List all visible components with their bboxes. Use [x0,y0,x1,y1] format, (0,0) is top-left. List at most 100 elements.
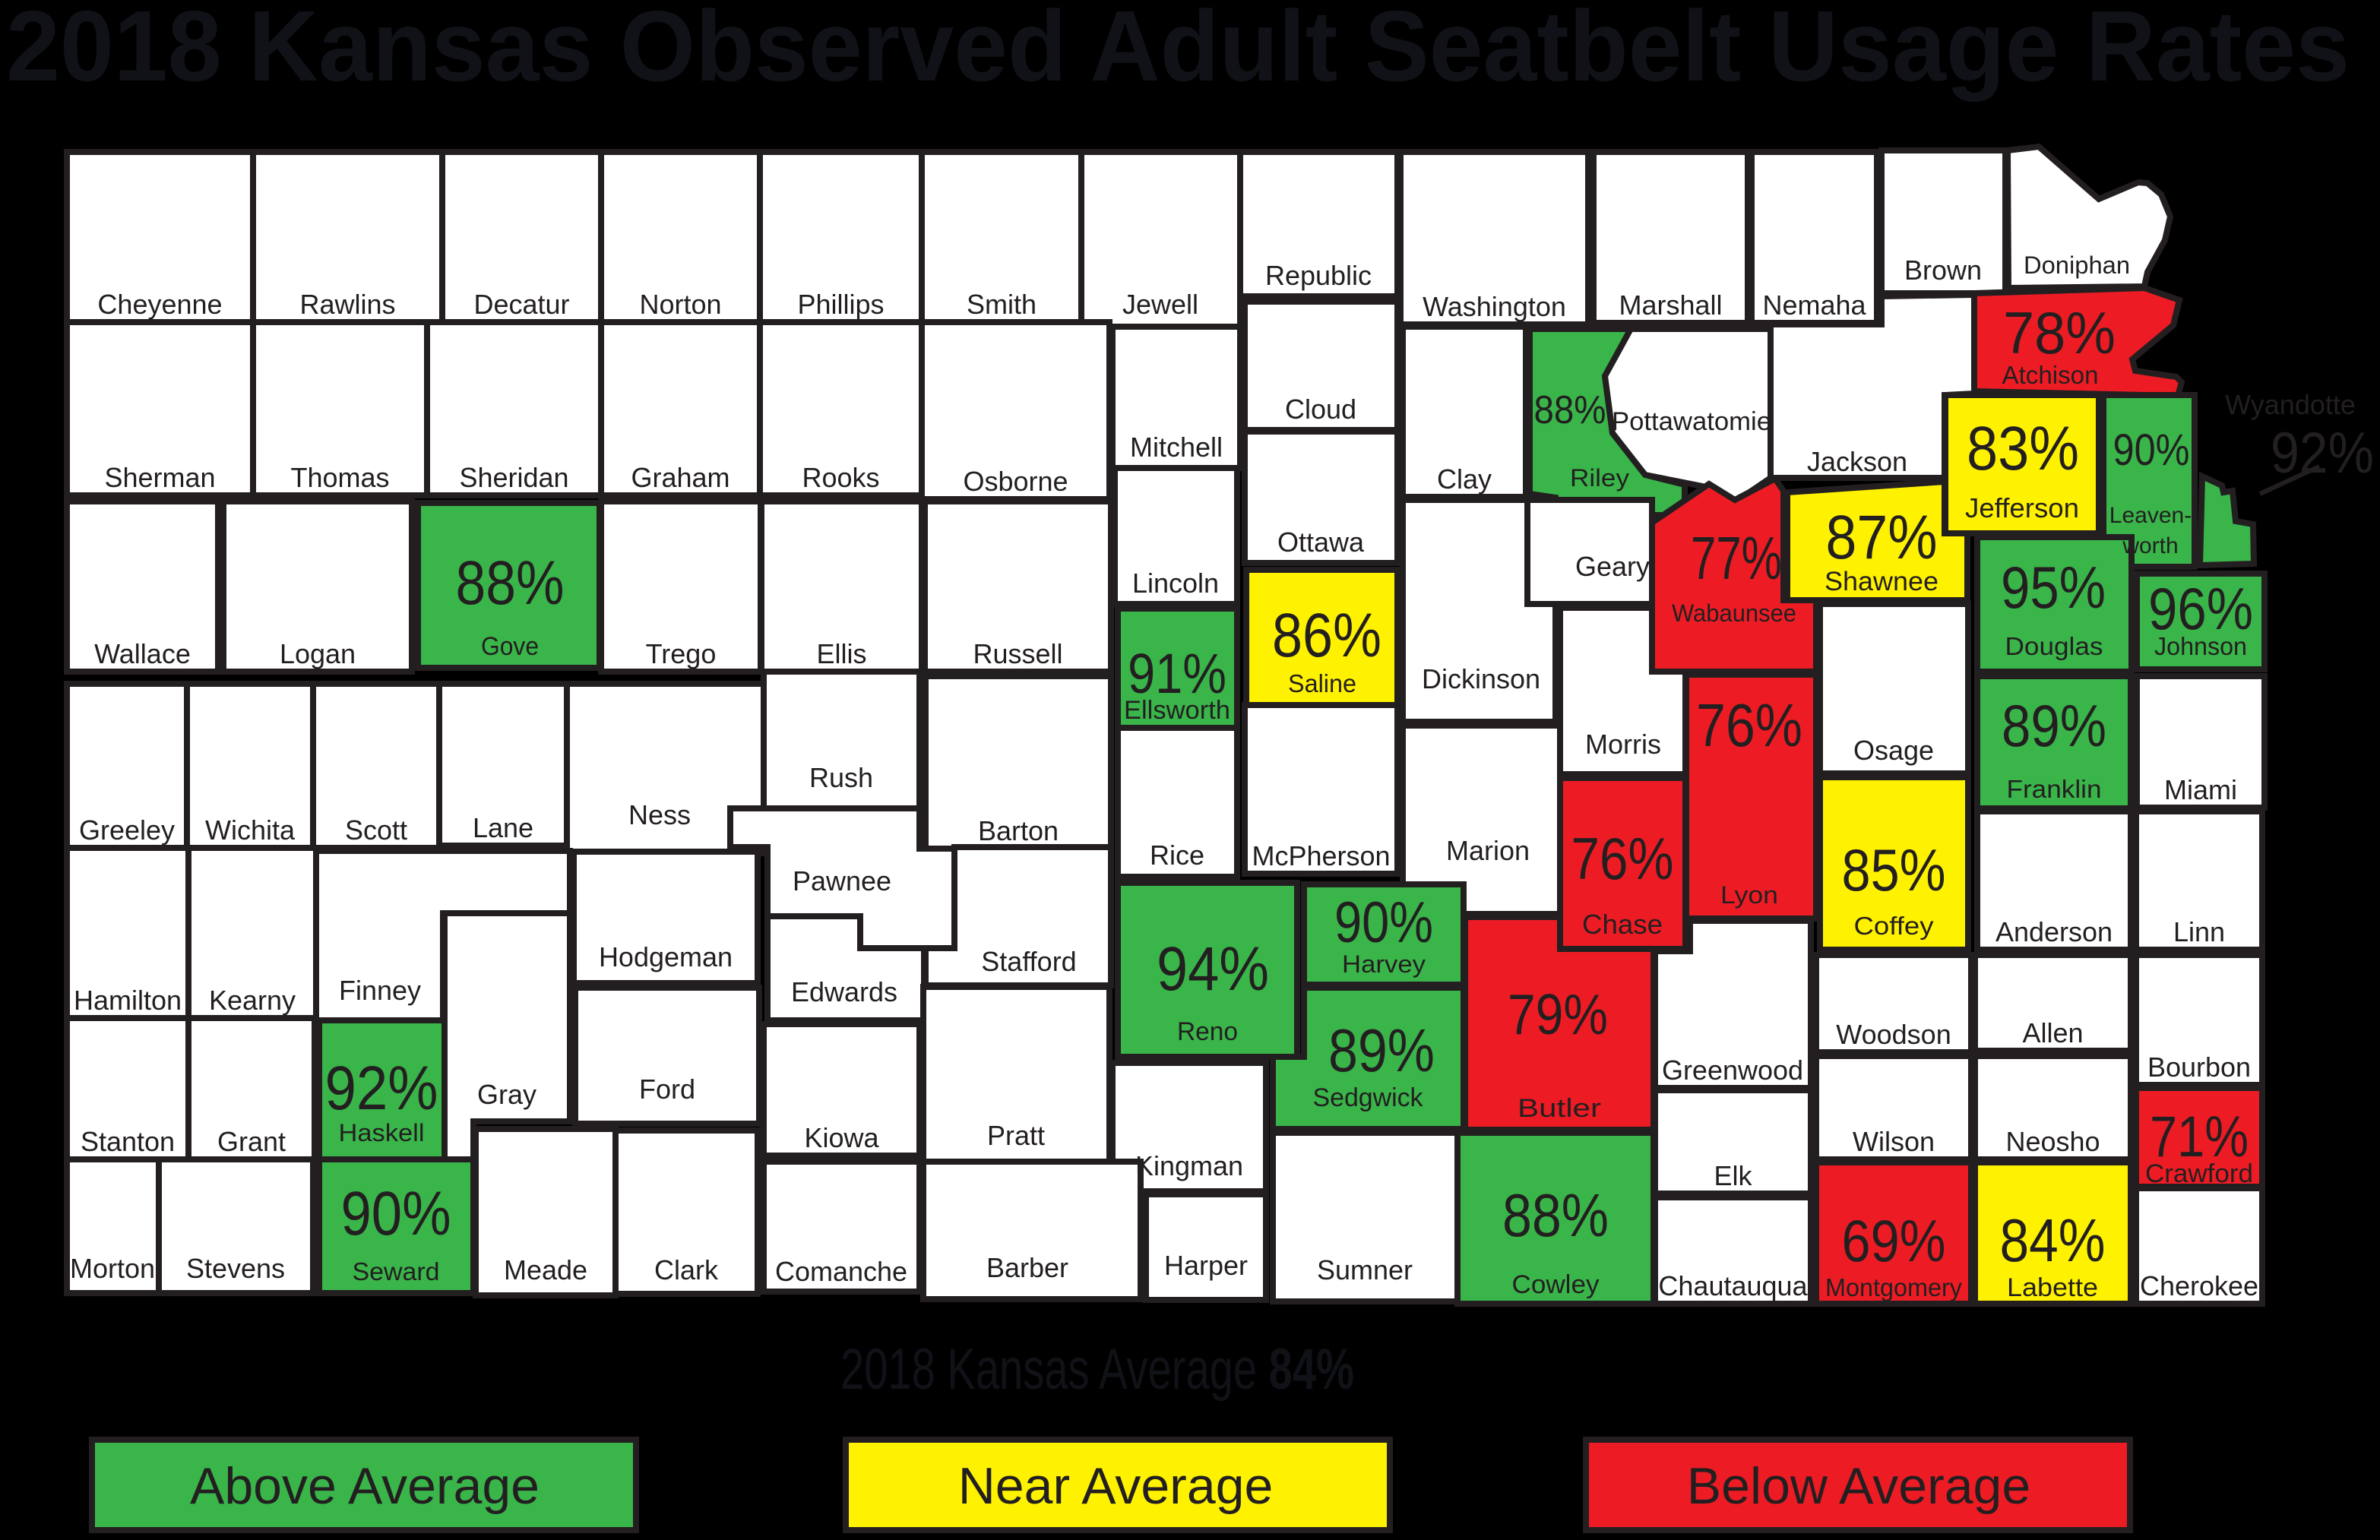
svg-text:Republic: Republic [1265,260,1372,291]
svg-text:Sheridan: Sheridan [459,462,568,493]
svg-text:2018 Kansas Observed Adult Sea: 2018 Kansas Observed Adult Seatbelt Usag… [6,0,2350,102]
svg-text:McPherson: McPherson [1252,840,1390,871]
svg-text:90%: 90% [1334,890,1433,955]
svg-text:Cloud: Cloud [1285,394,1356,425]
svg-text:Hamilton: Hamilton [74,985,182,1016]
svg-text:Greenwood: Greenwood [1662,1055,1803,1086]
svg-text:91%: 91% [1128,642,1226,705]
svg-text:Bourbon: Bourbon [2147,1051,2251,1083]
svg-text:94%: 94% [1157,934,1269,1004]
svg-text:Ellis: Ellis [816,638,866,669]
svg-text:Wyandotte: Wyandotte [2225,389,2356,420]
svg-text:Sumner: Sumner [1317,1254,1413,1285]
svg-text:Lincoln: Lincoln [1132,568,1219,599]
svg-text:Graham: Graham [631,462,730,493]
svg-text:Decatur: Decatur [473,289,569,320]
svg-text:Near Average: Near Average [958,1457,1274,1515]
svg-text:Riley: Riley [1570,464,1629,492]
svg-text:Clark: Clark [654,1254,719,1285]
svg-text:Comanche: Comanche [775,1256,907,1287]
svg-text:Reno: Reno [1177,1017,1238,1046]
svg-text:Ness: Ness [628,799,691,830]
svg-text:Rooks: Rooks [802,462,879,493]
svg-text:83%: 83% [1967,414,2079,483]
svg-text:Butler: Butler [1518,1094,1601,1123]
svg-text:78%: 78% [2003,299,2116,366]
svg-text:Grant: Grant [217,1126,286,1157]
svg-text:Sedgwick: Sedgwick [1313,1083,1424,1112]
svg-text:Woodson: Woodson [1836,1019,1951,1050]
svg-text:Osage: Osage [1853,735,1934,766]
svg-text:Jewell: Jewell [1122,289,1198,320]
svg-text:87%: 87% [1826,503,1938,572]
svg-text:Coffey: Coffey [1854,912,1935,940]
svg-text:71%: 71% [2150,1105,2249,1169]
svg-text:88%: 88% [1534,388,1606,432]
svg-text:Linn: Linn [2173,916,2225,947]
svg-text:85%: 85% [1842,836,1946,903]
svg-text:Stafford: Stafford [981,946,1076,977]
svg-text:Greeley: Greeley [79,814,175,846]
svg-text:Chautauqua: Chautauqua [1658,1270,1808,1301]
svg-text:Phillips: Phillips [797,289,884,320]
svg-text:worth: worth [2122,533,2178,558]
svg-text:Edwards: Edwards [791,976,897,1007]
svg-text:Below Average: Below Average [1687,1457,2030,1515]
svg-text:Dickinson: Dickinson [1422,663,1540,694]
svg-text:Wichita: Wichita [205,814,296,846]
svg-text:Finney: Finney [339,975,421,1006]
svg-text:Cheyenne: Cheyenne [97,289,222,320]
svg-text:Above Average: Above Average [190,1457,540,1515]
svg-text:2018 Kansas Average 84%: 2018 Kansas Average 84% [840,1337,1354,1402]
svg-text:Saline: Saline [1288,669,1356,697]
svg-text:Haskell: Haskell [339,1119,425,1146]
svg-text:Chase: Chase [1582,909,1663,940]
svg-text:Mitchell: Mitchell [1130,432,1223,463]
svg-text:Gove: Gove [481,632,539,661]
svg-text:Wilson: Wilson [1853,1126,1935,1157]
svg-text:89%: 89% [1328,1017,1435,1084]
svg-text:Shawnee: Shawnee [1825,567,1938,596]
svg-text:Seward: Seward [353,1257,440,1285]
svg-text:Morris: Morris [1585,729,1661,760]
svg-text:Rawlins: Rawlins [299,289,395,320]
svg-text:Pawnee: Pawnee [793,865,891,896]
svg-text:84%: 84% [2000,1206,2106,1274]
svg-text:95%: 95% [2001,554,2106,621]
svg-text:Cherokee: Cherokee [2140,1270,2258,1301]
svg-text:Barber: Barber [986,1252,1068,1283]
svg-text:Ford: Ford [639,1074,695,1105]
svg-text:Russell: Russell [973,638,1062,669]
svg-text:Lane: Lane [473,812,533,843]
svg-text:Smith: Smith [967,289,1037,320]
svg-text:Meade: Meade [504,1254,587,1285]
svg-text:Rush: Rush [809,762,873,793]
svg-text:Kearny: Kearny [209,985,296,1016]
svg-text:Labette: Labette [2007,1273,2098,1302]
svg-text:86%: 86% [1272,601,1381,670]
svg-text:Pratt: Pratt [987,1120,1045,1151]
svg-text:Ottawa: Ottawa [1277,527,1365,558]
svg-text:Marshall: Marshall [1619,289,1722,321]
svg-text:69%: 69% [1842,1207,1946,1274]
svg-text:Miami: Miami [2164,774,2237,805]
svg-text:Wabaunsee: Wabaunsee [1672,599,1796,627]
svg-text:Douglas: Douglas [2005,632,2103,660]
svg-text:88%: 88% [1502,1181,1609,1249]
svg-text:Leaven-: Leaven- [2109,503,2192,528]
svg-text:Harper: Harper [1164,1250,1248,1281]
svg-text:Thomas: Thomas [290,462,389,493]
svg-text:Pottawatomie: Pottawatomie [1612,407,1771,436]
svg-text:Rice: Rice [1150,840,1204,871]
svg-text:Hodgeman: Hodgeman [599,941,733,972]
svg-text:Brown: Brown [1904,255,1982,286]
svg-text:Morton: Morton [70,1253,155,1284]
svg-text:92%: 92% [325,1054,438,1123]
svg-text:Harvey: Harvey [1342,950,1426,978]
svg-text:Crawford: Crawford [2145,1159,2253,1188]
svg-text:Allen: Allen [2022,1017,2083,1048]
svg-text:Johnson: Johnson [2154,632,2247,660]
svg-text:Trego: Trego [646,638,717,669]
svg-text:Kingman: Kingman [1135,1150,1243,1181]
svg-text:Stevens: Stevens [186,1253,285,1284]
